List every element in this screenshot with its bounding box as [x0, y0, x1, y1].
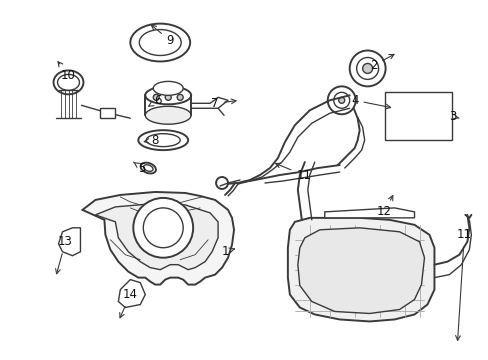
Ellipse shape — [146, 134, 180, 147]
Polygon shape — [82, 192, 234, 285]
Circle shape — [327, 86, 355, 114]
Polygon shape — [118, 280, 145, 307]
Ellipse shape — [139, 30, 181, 55]
Text: 12: 12 — [376, 195, 392, 219]
Ellipse shape — [53, 71, 83, 94]
Text: 1: 1 — [221, 245, 234, 258]
Polygon shape — [297, 228, 424, 314]
Bar — [384, 92, 451, 140]
Ellipse shape — [58, 75, 80, 90]
Circle shape — [133, 198, 193, 258]
Text: 10: 10 — [58, 62, 76, 82]
Text: 7: 7 — [211, 97, 236, 110]
Circle shape — [362, 63, 372, 73]
Ellipse shape — [145, 86, 191, 104]
Circle shape — [153, 94, 159, 100]
Ellipse shape — [130, 24, 190, 62]
Text: 2: 2 — [369, 54, 393, 72]
Text: 8: 8 — [144, 134, 159, 147]
Circle shape — [165, 94, 171, 100]
Polygon shape — [100, 108, 115, 118]
Polygon shape — [287, 218, 433, 321]
Circle shape — [216, 177, 227, 189]
Text: 5: 5 — [133, 162, 146, 175]
Circle shape — [349, 50, 385, 86]
Text: 11: 11 — [275, 163, 311, 181]
Ellipse shape — [145, 106, 191, 124]
Ellipse shape — [140, 163, 156, 174]
Text: 13: 13 — [56, 235, 73, 274]
Circle shape — [177, 94, 183, 100]
Text: 9: 9 — [151, 25, 174, 47]
Text: 4: 4 — [350, 94, 390, 109]
Polygon shape — [59, 228, 81, 256]
Circle shape — [338, 97, 344, 103]
Ellipse shape — [153, 81, 183, 95]
Text: 6: 6 — [148, 94, 162, 107]
Text: 14: 14 — [120, 288, 138, 318]
Text: 3: 3 — [448, 110, 458, 123]
Text: 11: 11 — [455, 228, 471, 340]
Ellipse shape — [143, 165, 153, 171]
Polygon shape — [95, 204, 218, 270]
Ellipse shape — [138, 130, 188, 150]
Polygon shape — [324, 208, 414, 218]
Circle shape — [143, 208, 183, 248]
Circle shape — [356, 58, 378, 80]
Circle shape — [333, 92, 349, 108]
